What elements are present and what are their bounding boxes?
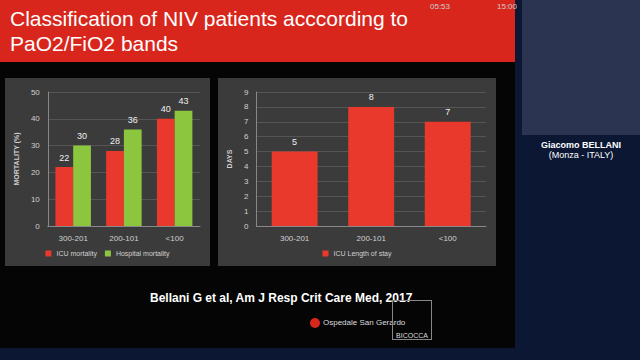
svg-text:40: 40: [31, 114, 40, 123]
svg-text:200-101: 200-101: [109, 234, 139, 243]
html-text:05:53: 05:53: [430, 2, 450, 11]
svg-text:22: 22: [59, 153, 69, 163]
svg-text:300-201: 300-201: [280, 234, 310, 243]
svg-text:DAYS: DAYS: [226, 149, 233, 168]
svg-text:6: 6: [244, 132, 249, 141]
svg-text:0: 0: [244, 222, 249, 231]
svg-text:3: 3: [244, 177, 249, 186]
svg-text:MORTALITY (%): MORTALITY (%): [13, 132, 21, 185]
svg-text:40: 40: [161, 104, 171, 114]
html-text:Bellani G et al, Am J Resp Cri: Bellani G et al, Am J Resp Crit Care Med…: [150, 291, 413, 305]
svg-text:5: 5: [244, 147, 249, 156]
svg-text:50: 50: [31, 88, 40, 97]
svg-text:0: 0: [35, 222, 40, 231]
html-text:BICOCCA: BICOCCA: [396, 332, 428, 339]
svg-text:20: 20: [31, 168, 40, 177]
svg-text:36: 36: [128, 115, 138, 125]
svg-text:7: 7: [244, 117, 249, 126]
svg-text:4: 4: [244, 162, 249, 171]
html-text:(Monza - ITALY): (Monza - ITALY): [548, 150, 614, 160]
svg-text:9: 9: [244, 88, 249, 97]
svg-text:8: 8: [369, 92, 374, 102]
svg-text:Hospital mortality: Hospital mortality: [116, 250, 170, 258]
svg-text:30: 30: [31, 141, 40, 150]
html-text:15:00: 15:00: [497, 2, 517, 11]
svg-text:7: 7: [445, 107, 450, 117]
svg-text:30: 30: [77, 131, 87, 141]
svg-text:ICU mortality: ICU mortality: [56, 250, 97, 258]
svg-text:5: 5: [292, 137, 297, 147]
svg-text:<100: <100: [439, 234, 458, 243]
svg-text:10: 10: [31, 195, 40, 204]
svg-text:1: 1: [244, 207, 249, 216]
svg-text:ICU Length of stay: ICU Length of stay: [334, 250, 392, 258]
svg-text:8: 8: [244, 102, 249, 111]
html-text:Classification of NIV patients: Classification of NIV patients acccordin…: [10, 7, 408, 55]
svg-text:2: 2: [244, 192, 249, 201]
svg-text:43: 43: [179, 96, 189, 106]
svg-text:200-101: 200-101: [356, 234, 386, 243]
svg-text:300-201: 300-201: [58, 234, 88, 243]
svg-text:28: 28: [110, 136, 120, 146]
html-text:Ospedale San Gerardo: Ospedale San Gerardo: [323, 318, 406, 328]
html-text:Giacomo BELLANI: Giacomo BELLANI: [541, 140, 621, 150]
svg-text:<100: <100: [166, 234, 185, 243]
